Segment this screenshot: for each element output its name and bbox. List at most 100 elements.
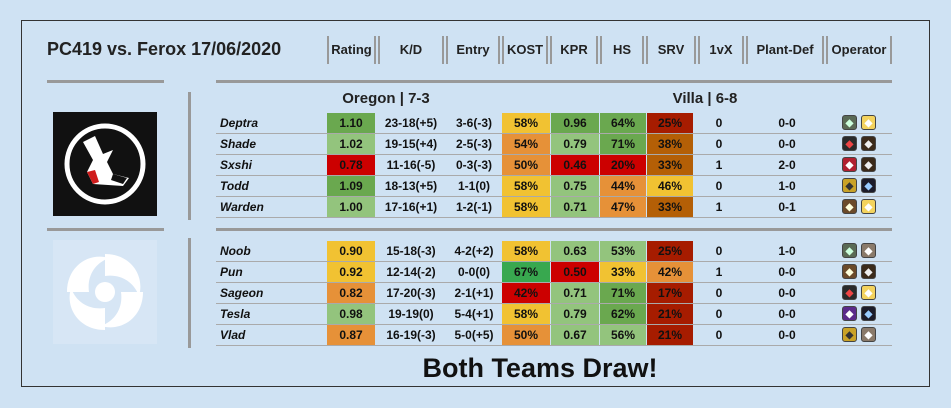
stat-kd: 16-19(-3): [386, 328, 436, 342]
player-name: Noob: [220, 244, 251, 258]
stat-kpr: 0.75: [551, 176, 599, 196]
operator-icon: ◆: [842, 115, 857, 130]
match-verdict: Both Teams Draw!: [422, 353, 658, 383]
pc419-team-logo: [53, 112, 157, 216]
stat-entry: 5-0(+5): [454, 328, 494, 342]
stat-hs: 62%: [600, 304, 646, 324]
stat-kost: 42%: [502, 283, 550, 303]
stat-entry: 2-5(-3): [455, 137, 492, 151]
operator-icon: ◆: [861, 136, 876, 151]
stat-srv: 25%: [647, 113, 693, 133]
stat-kpr: 0.71: [551, 283, 599, 303]
column-header-plant-def: Plant-Def: [746, 36, 824, 64]
operator-icon: ◆: [861, 243, 876, 258]
stat-pd: 0-0: [778, 116, 796, 130]
stat-rating: 1.02: [327, 134, 375, 154]
stat-rating: 0.98: [327, 304, 375, 324]
stat-srv: 33%: [647, 197, 693, 217]
stat-srv: 42%: [647, 262, 693, 282]
stat-kd: 15-18(-3): [386, 244, 436, 258]
player-row: Sageon 0.82 17-20(-3) 2-1(+1) 42% 0.71 71% 17% 0…: [216, 283, 892, 304]
ferox-team-logo: [53, 240, 157, 344]
team-score-right: Villa | 6-8: [672, 90, 738, 107]
stat-srv: 21%: [647, 325, 693, 345]
stat-vx: 1: [715, 265, 723, 279]
player-row: Sxshi 0.78 11-16(-5) 0-3(-3) 50% 0.46 20% 33% 1 2…: [216, 155, 892, 176]
stat-vx: 0: [715, 307, 723, 321]
stat-kpr: 0.50: [551, 262, 599, 282]
vertical-divider-top: [188, 92, 191, 220]
stat-kost: 58%: [502, 304, 550, 324]
stat-kost: 58%: [502, 197, 550, 217]
stat-hs: 64%: [600, 113, 646, 133]
stat-kd: 17-16(+1): [384, 200, 438, 214]
row-divider: [216, 196, 892, 197]
stat-rating: 1.09: [327, 176, 375, 196]
column-header-srv: SRV: [646, 36, 696, 64]
operator-icon: ◆: [842, 264, 857, 279]
column-header-entry: Entry: [446, 36, 500, 64]
stat-pd: 2-0: [778, 158, 796, 172]
stat-kost: 58%: [502, 241, 550, 261]
player-name: Sxshi: [220, 158, 253, 172]
stat-kd: 11-16(-5): [386, 158, 436, 172]
stat-vx: 1: [715, 200, 723, 214]
stat-pd: 0-0: [778, 286, 796, 300]
player-row: Shade 1.02 19-15(+4) 2-5(-3) 54% 0.79 71% 38% 0 0…: [216, 134, 892, 155]
stat-kpr: 0.46: [551, 155, 599, 175]
column-header-k-d: K/D: [378, 36, 444, 64]
player-row: Noob 0.90 15-18(-3) 4-2(+2) 58% 0.63 53% 25% 0 1-…: [216, 241, 892, 262]
stat-kpr: 0.79: [551, 134, 599, 154]
stat-pd: 0-0: [778, 307, 796, 321]
row-divider: [216, 175, 892, 176]
stat-entry: 3-6(-3): [455, 116, 492, 130]
stat-pd: 1-0: [778, 244, 796, 258]
stat-kpr: 0.71: [551, 197, 599, 217]
stat-kost: 58%: [502, 176, 550, 196]
operator-icon: ◆: [861, 115, 876, 130]
stat-rating: 0.90: [327, 241, 375, 261]
stat-kd: 19-15(+4): [384, 137, 438, 151]
player-row: Todd 1.09 18-13(+5) 1-1(0) 58% 0.75 44% 46% 0 1-0…: [216, 176, 892, 197]
player-name: Tesla: [220, 307, 251, 321]
stat-vx: 0: [715, 116, 723, 130]
stat-kost: 58%: [502, 113, 550, 133]
operator-icon: ◆: [842, 285, 857, 300]
column-header-kpr: KPR: [550, 36, 598, 64]
column-header-kost: KOST: [502, 36, 548, 64]
operator-icon: ◆: [842, 157, 857, 172]
stat-rating: 1.10: [327, 113, 375, 133]
player-name: Sageon: [220, 286, 264, 300]
column-header-rating: Rating: [327, 36, 376, 64]
stat-hs: 47%: [600, 197, 646, 217]
stat-hs: 71%: [600, 283, 646, 303]
operator-icon: ◆: [861, 327, 876, 342]
operator-icon: ◆: [842, 199, 857, 214]
row-divider: [216, 261, 892, 262]
stat-vx: 1: [715, 158, 723, 172]
stat-kd: 23-18(+5): [384, 116, 438, 130]
stat-kpr: 0.79: [551, 304, 599, 324]
player-row: Deptra 1.10 23-18(+5) 3-6(-3) 58% 0.96 64% 25% 0…: [216, 113, 892, 134]
stat-kpr: 0.63: [551, 241, 599, 261]
row-divider: [216, 133, 892, 134]
stat-entry: 4-2(+2): [454, 244, 494, 258]
stat-kd: 19-19(0): [388, 307, 434, 321]
stat-rating: 0.87: [327, 325, 375, 345]
player-row: Warden 1.00 17-16(+1) 1-2(-1) 58% 0.71 47% 33% 1…: [216, 197, 892, 218]
player-name: Shade: [220, 137, 257, 151]
operator-icon: ◆: [861, 178, 876, 193]
row-divider: [216, 345, 892, 346]
stat-srv: 21%: [647, 304, 693, 324]
player-name: Todd: [220, 179, 249, 193]
row-divider: [216, 154, 892, 155]
stat-entry: 2-1(+1): [454, 286, 494, 300]
player-name: Deptra: [220, 116, 259, 130]
stat-hs: 71%: [600, 134, 646, 154]
row-divider: [216, 217, 892, 218]
stat-hs: 56%: [600, 325, 646, 345]
operator-icon: ◆: [842, 178, 857, 193]
operator-icon: ◆: [842, 327, 857, 342]
stat-entry: 5-4(+1): [454, 307, 494, 321]
player-name: Vlad: [220, 328, 246, 342]
